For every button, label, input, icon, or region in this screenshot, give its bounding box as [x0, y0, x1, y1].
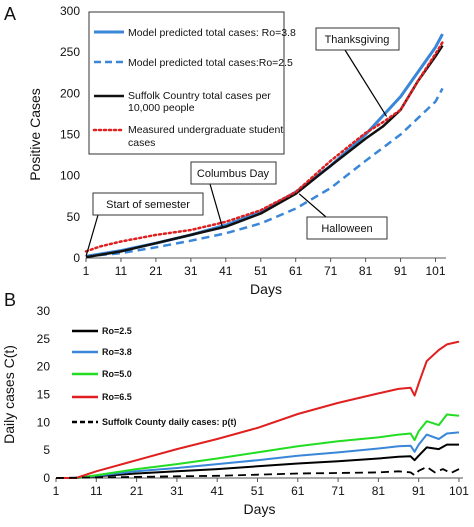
x-tick-label: 91: [412, 484, 426, 498]
series-line: [56, 413, 460, 479]
annotation-label: Columbus Day: [197, 168, 270, 180]
annotation-pointer: [209, 183, 223, 227]
panel-a-y-ticks: 0 50 100 150 200 250 300: [60, 4, 80, 265]
x-tick-label: 1: [83, 264, 90, 278]
annotation-box: [306, 216, 388, 240]
panel-a-x-ticks: 1 11 21 31 41 51 61 71 81 91 101: [83, 258, 446, 278]
y-tick-label: 15: [37, 388, 51, 402]
y-tick-label: 250: [60, 45, 80, 59]
y-tick-label: 50: [67, 210, 81, 224]
series-line: [84, 41, 444, 253]
x-tick-label: 21: [130, 484, 144, 498]
x-tick-label: 11: [90, 484, 103, 498]
x-tick-label: 11: [115, 264, 128, 278]
legend-label: Ro=5.0: [102, 369, 132, 379]
series-line: [56, 340, 460, 479]
y-tick-label: 300: [60, 4, 80, 18]
panel-b-label: B: [4, 290, 16, 310]
panel-a-y-axis-label: Positive Cases: [27, 88, 43, 181]
panel-a-legend: Model predicted total cases: Ro=3.8 Model…: [88, 11, 296, 155]
panel-b-x-axis-label: Days: [244, 501, 276, 517]
panel-b-y-ticks: 0 5 10 15 20 25 30: [37, 304, 51, 485]
y-tick-label: 0: [43, 471, 50, 485]
annotation-pointer: [344, 49, 388, 117]
legend-label: Model predicted total cases: Ro=3.8: [128, 27, 296, 39]
x-tick-label: 31: [184, 264, 198, 278]
annotation-box: [190, 161, 277, 185]
y-tick-label: 150: [60, 128, 80, 142]
legend-label: Suffolk County daily cases: p(t): [102, 417, 237, 427]
x-tick-label: 81: [359, 264, 373, 278]
x-tick-label: 31: [170, 484, 184, 498]
x-tick-label: 1: [53, 484, 60, 498]
x-tick-label: 71: [331, 484, 345, 498]
x-tick-label: 81: [372, 484, 386, 498]
panel-b-y-axis-label: Daily cases C(t): [1, 345, 17, 444]
x-tick-label: 61: [291, 484, 305, 498]
series-line: [55, 465, 460, 479]
y-tick-label: 100: [60, 169, 80, 183]
x-tick-label: 101: [425, 264, 445, 278]
y-tick-label: 10: [37, 415, 51, 429]
y-tick-label: 30: [37, 304, 51, 318]
panel-a-x-axis-label: Days: [250, 281, 282, 297]
panel-a-label: A: [4, 4, 16, 24]
annotation-label: Halloween: [321, 223, 372, 235]
y-tick-label: 25: [37, 332, 51, 346]
legend-label: Model predicted total cases:Ro=2.5: [128, 57, 293, 69]
annotation-pointer: [85, 214, 99, 257]
panel-b-legend: Ro=2.5 Ro=3.8 Ro=5.0 Ro=6.5 Suffolk County d…: [72, 326, 237, 427]
x-tick-label: 41: [219, 264, 233, 278]
panel-a-series: [84, 33, 444, 259]
series-line: [56, 431, 460, 479]
legend-label: Ro=3.8: [102, 347, 132, 357]
series-line: [56, 443, 459, 479]
annotation-label: Start of semester: [106, 199, 190, 211]
x-tick-label: 21: [149, 264, 163, 278]
legend-label: Ro=6.5: [102, 392, 132, 402]
y-tick-label: 20: [37, 360, 51, 374]
y-tick-label: 200: [60, 86, 80, 100]
panel-a-annotations: Start of semester Columbus Day Thanksgivin…: [85, 27, 400, 257]
legend-label: Measured undergraduate student cases: [128, 124, 283, 149]
legend-label: Suffolk Country total cases per 10,000 pe…: [128, 90, 271, 114]
series-line: [85, 87, 444, 258]
x-tick-label: 61: [289, 264, 303, 278]
x-tick-label: 41: [211, 484, 225, 498]
panel-b-series: [55, 340, 460, 479]
x-tick-label: 51: [251, 484, 265, 498]
x-tick-label: 101: [449, 484, 469, 498]
annotation-label: Thanksgiving: [325, 34, 390, 46]
legend-label: Ro=2.5: [102, 326, 132, 336]
annotation-box: [315, 27, 400, 51]
y-tick-label: 0: [73, 251, 80, 265]
y-tick-label: 5: [43, 443, 50, 457]
panel-b-x-ticks: 1 11 21 31 41 51 61 71 81 91 101: [53, 478, 469, 498]
x-tick-label: 71: [324, 264, 338, 278]
x-tick-label: 91: [394, 264, 408, 278]
x-tick-label: 51: [254, 264, 268, 278]
annotation-box: [92, 192, 204, 216]
annotation-pointer: [298, 193, 327, 218]
